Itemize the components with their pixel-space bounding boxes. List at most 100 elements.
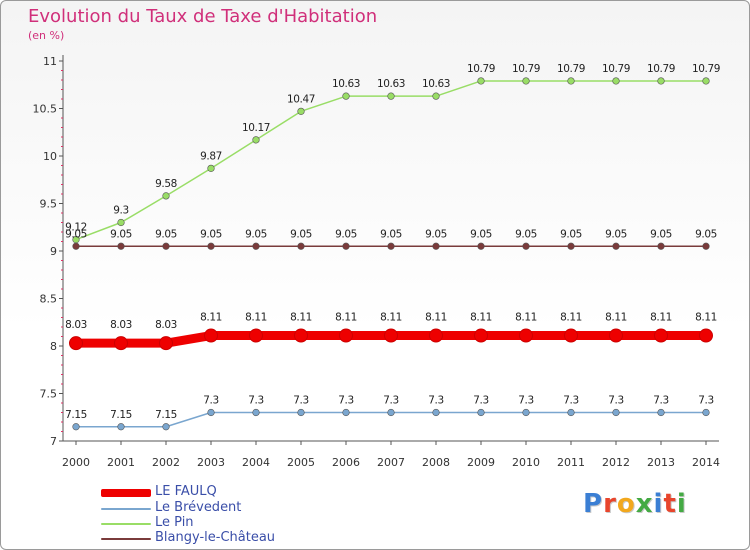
x-tick-label: 2000	[62, 456, 90, 469]
data-label-blangy-le-chateau: 9.05	[200, 228, 222, 240]
data-point-le-brevedent	[522, 408, 530, 417]
data-point-le-faulq	[294, 328, 308, 343]
x-tick-label: 2014	[692, 456, 720, 469]
data-label-le-brevedent: 7.15	[65, 409, 87, 421]
value-labels: 9.05 9.05 9.05 9.05 9.05 9.05 9.05 9.05 9.05 9.05…	[65, 63, 720, 421]
x-tick-label: 2004	[242, 456, 270, 469]
series-line-le-pin	[75, 80, 707, 241]
logo-letter: P	[583, 489, 604, 519]
chart-subtitle: (en %)	[28, 29, 65, 42]
data-label-le-pin: 10.79	[512, 63, 540, 75]
data-label-le-faulq: 8.11	[245, 312, 267, 324]
data-label-le-faulq: 8.11	[650, 312, 672, 324]
data-label-blangy-le-chateau: 9.05	[425, 228, 447, 240]
data-label-blangy-le-chateau: 9.05	[470, 228, 492, 240]
data-point-le-faulq	[204, 328, 218, 343]
data-label-le-brevedent: 7.3	[428, 395, 444, 407]
y-tick-label: 7.5	[40, 388, 58, 401]
x-tick-label: 2012	[602, 456, 630, 469]
data-point-blangy-le-chateau	[162, 242, 170, 250]
data-label-blangy-le-chateau: 9.05	[380, 228, 402, 240]
data-point-le-faulq	[474, 328, 488, 343]
proxiti-logo: Proxiti	[583, 489, 687, 519]
chart-title: Evolution du Taux de Taxe d'Habitation	[28, 6, 378, 27]
data-point-le-brevedent	[207, 408, 215, 417]
data-label-le-pin: 9.3	[113, 205, 129, 217]
data-point-le-faulq	[609, 328, 623, 343]
y-tick-label: 11	[43, 55, 57, 68]
data-point-le-brevedent	[342, 408, 350, 417]
data-point-le-pin	[207, 164, 215, 172]
data-point-le-brevedent	[567, 408, 575, 417]
legend-item-le-brevedent: Le Brévedent	[101, 500, 361, 515]
data-point-le-pin	[702, 77, 710, 85]
legend-swatch-le-faulq	[101, 489, 151, 497]
data-label-le-faulq: 8.11	[560, 312, 582, 324]
data-point-le-pin	[477, 77, 485, 85]
data-point-le-brevedent	[252, 408, 260, 417]
data-label-blangy-le-chateau: 9.05	[110, 228, 132, 240]
data-label-le-faulq: 8.11	[470, 312, 492, 324]
data-label-le-pin: 10.63	[422, 78, 450, 90]
data-point-le-brevedent	[72, 423, 80, 431]
data-point-le-pin	[432, 92, 440, 100]
data-label-le-faulq: 8.11	[515, 312, 537, 324]
data-point-le-faulq	[564, 328, 578, 343]
data-point-blangy-le-chateau	[432, 242, 440, 250]
data-point-le-brevedent	[297, 408, 305, 417]
data-label-blangy-le-chateau: 9.05	[695, 228, 717, 240]
data-point-le-faulq	[249, 328, 263, 343]
data-label-le-pin: 10.79	[692, 63, 720, 75]
data-point-blangy-le-chateau	[702, 242, 710, 250]
data-point-le-brevedent	[612, 408, 620, 417]
logo-letter: r	[603, 489, 617, 519]
data-label-le-faulq: 8.11	[335, 312, 357, 324]
data-label-le-faulq: 8.11	[695, 312, 717, 324]
data-point-blangy-le-chateau	[477, 242, 485, 250]
legend-item-le-pin: Le Pin	[101, 515, 361, 530]
data-point-blangy-le-chateau	[252, 242, 260, 250]
y-tick-label: 8	[50, 340, 57, 353]
legend: LE FAULQ Le Brévedent Le Pin Blangy-le-C…	[101, 484, 361, 547]
data-label-le-brevedent: 7.3	[248, 395, 264, 407]
y-tick-label: 10.5	[33, 103, 58, 116]
data-point-le-faulq	[159, 336, 173, 351]
data-label-le-brevedent: 7.3	[608, 395, 624, 407]
data-label-le-faulq: 8.11	[380, 312, 402, 324]
data-point-le-pin	[297, 107, 305, 115]
data-label-le-pin: 9.58	[155, 178, 177, 190]
x-tick-label: 2007	[377, 456, 405, 469]
data-point-le-brevedent	[432, 408, 440, 417]
data-label-blangy-le-chateau: 9.05	[155, 228, 177, 240]
data-point-le-brevedent	[657, 408, 665, 417]
data-point-le-brevedent	[162, 423, 170, 431]
data-label-le-brevedent: 7.3	[473, 395, 489, 407]
data-point-le-faulq	[699, 328, 713, 343]
axes: 7 7.5 8 8.5 9 9.5 10 10.5 11 2000 2001 2002 2003 2004…	[33, 55, 720, 469]
data-point-blangy-le-chateau	[567, 242, 575, 250]
data-point-blangy-le-chateau	[612, 242, 620, 250]
data-point-blangy-le-chateau	[117, 242, 125, 250]
data-label-le-faulq: 8.03	[65, 319, 87, 331]
data-point-le-faulq	[114, 336, 128, 351]
data-label-blangy-le-chateau: 9.05	[650, 228, 672, 240]
x-tick-label: 2008	[422, 456, 450, 469]
data-point-le-pin	[657, 77, 665, 85]
data-point-le-pin	[522, 77, 530, 85]
data-label-le-brevedent: 7.3	[653, 395, 669, 407]
data-label-le-brevedent: 7.3	[338, 395, 354, 407]
data-label-le-brevedent: 7.3	[563, 395, 579, 407]
y-tick-label: 9.5	[40, 198, 58, 211]
data-label-le-brevedent: 7.3	[293, 395, 309, 407]
data-point-le-faulq	[339, 328, 353, 343]
data-point-le-faulq	[519, 328, 533, 343]
x-tick-label: 2005	[287, 456, 315, 469]
data-point-blangy-le-chateau	[387, 242, 395, 250]
legend-label-le-brevedent: Le Brévedent	[155, 500, 242, 515]
data-point-blangy-le-chateau	[72, 242, 80, 250]
y-tick-label: 7	[50, 435, 57, 448]
data-point-le-pin	[117, 218, 125, 227]
data-label-le-brevedent: 7.15	[155, 409, 177, 421]
data-label-blangy-le-chateau: 9.05	[605, 228, 627, 240]
